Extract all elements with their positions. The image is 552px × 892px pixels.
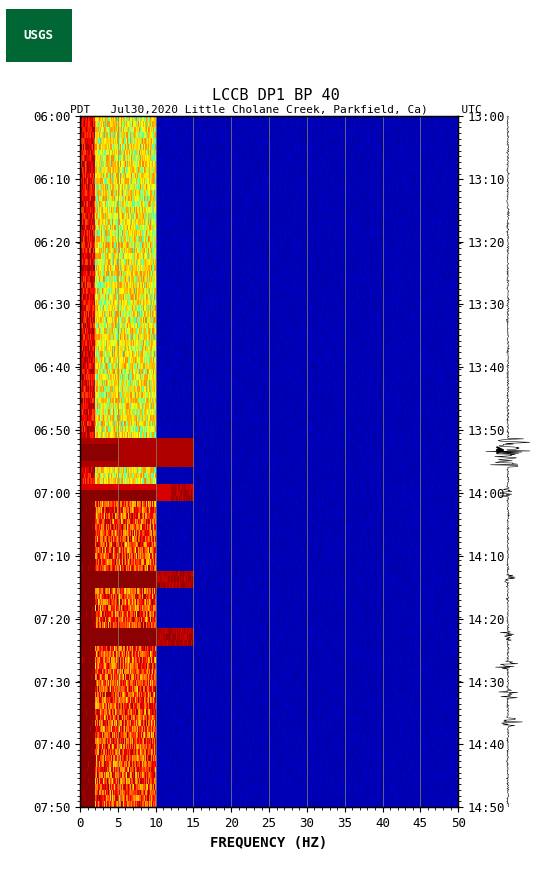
FancyBboxPatch shape bbox=[6, 9, 72, 62]
Text: PDT   Jul30,2020 Little Cholane Creek, Parkfield, Ca)     UTC: PDT Jul30,2020 Little Cholane Creek, Par… bbox=[70, 104, 482, 114]
X-axis label: FREQUENCY (HZ): FREQUENCY (HZ) bbox=[210, 836, 328, 849]
Text: LCCB DP1 BP 40: LCCB DP1 BP 40 bbox=[212, 87, 340, 103]
Text: USGS: USGS bbox=[24, 29, 54, 42]
